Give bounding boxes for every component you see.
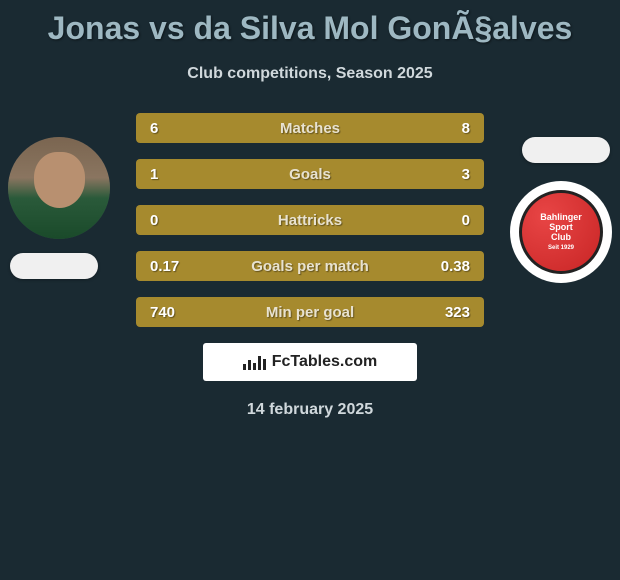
stat-right-value: 8 [430, 120, 470, 137]
comparison-date: 14 february 2025 [0, 401, 620, 419]
footer-brand-text: FcTables.com [272, 353, 378, 371]
stat-row: 740 Min per goal 323 [136, 297, 484, 327]
player-left-flag [10, 253, 98, 279]
stat-right-value: 323 [430, 304, 470, 321]
player-right-flag [522, 137, 610, 163]
club-badge-inner: Bahlinger Sport Club Seit 1929 [519, 190, 603, 274]
stat-left-value: 1 [150, 166, 190, 183]
stat-row: 0.17 Goals per match 0.38 [136, 251, 484, 281]
stat-left-value: 6 [150, 120, 190, 137]
stats-table: 6 Matches 8 1 Goals 3 0 Hattricks 0 0.17… [136, 113, 484, 327]
comparison-content: Bahlinger Sport Club Seit 1929 6 Matches… [0, 113, 620, 419]
stat-label: Hattricks [278, 212, 342, 229]
stat-left-value: 0.17 [150, 258, 190, 275]
avatar-face-placeholder [8, 137, 110, 239]
stat-label: Goals [289, 166, 331, 183]
comparison-subtitle: Club competitions, Season 2025 [0, 65, 620, 83]
player-right-club-badge: Bahlinger Sport Club Seit 1929 [510, 181, 612, 283]
club-badge-line3: Club [551, 233, 571, 243]
comparison-title: Jonas vs da Silva Mol GonÃ§alves [0, 0, 620, 47]
stat-left-value: 0 [150, 212, 190, 229]
stat-left-value: 740 [150, 304, 190, 321]
stat-right-value: 0 [430, 212, 470, 229]
stat-row: 6 Matches 8 [136, 113, 484, 143]
player-left-avatar [8, 137, 110, 239]
stat-row: 0 Hattricks 0 [136, 205, 484, 235]
club-badge-year: Seit 1929 [548, 245, 574, 252]
footer-brand-badge: FcTables.com [203, 343, 417, 381]
stat-label: Min per goal [266, 304, 354, 321]
stat-label: Goals per match [251, 258, 369, 275]
stat-row: 1 Goals 3 [136, 159, 484, 189]
stat-label: Matches [280, 120, 340, 137]
stat-right-value: 3 [430, 166, 470, 183]
player-right: Bahlinger Sport Club Seit 1929 [510, 137, 612, 283]
stat-right-value: 0.38 [430, 258, 470, 275]
player-left [8, 137, 110, 279]
bar-chart-icon [243, 354, 266, 370]
